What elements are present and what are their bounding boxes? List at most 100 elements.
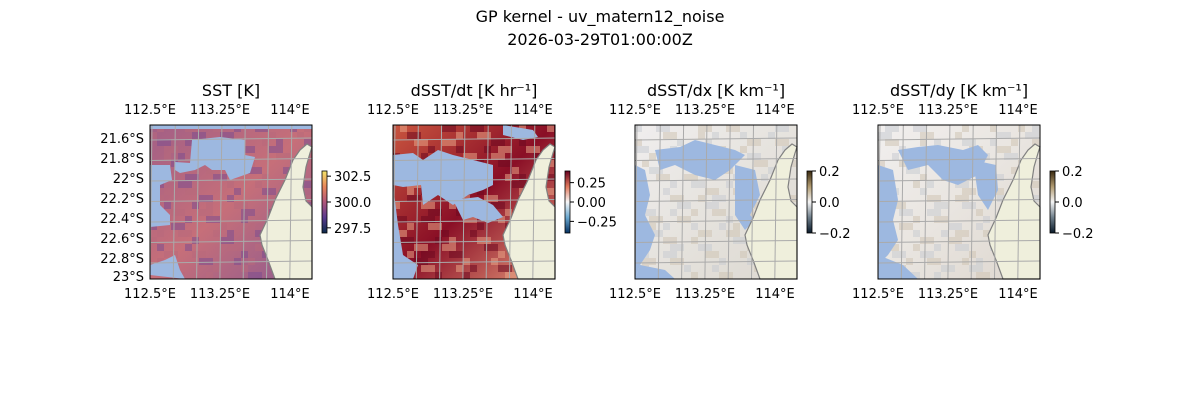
data-cell <box>1011 139 1018 146</box>
data-cell <box>740 146 747 153</box>
data-cell <box>726 216 733 223</box>
data-cell <box>997 174 1004 181</box>
data-cell <box>157 139 164 146</box>
data-cell <box>456 132 463 139</box>
data-cell <box>691 209 698 216</box>
x-tick-label-bottom: 112.5°E <box>124 287 176 302</box>
data-cell <box>421 216 428 223</box>
data-cell <box>955 244 962 251</box>
data-cell <box>962 244 969 251</box>
data-cell <box>955 132 962 139</box>
data-cell <box>649 258 656 265</box>
data-cell <box>442 139 449 146</box>
data-cell <box>178 181 185 188</box>
data-cell <box>712 202 719 209</box>
data-cell <box>969 251 976 258</box>
data-cell <box>227 132 234 139</box>
data-cell <box>449 251 456 258</box>
data-cell <box>255 244 262 251</box>
x-tick-label-bottom: 114°E <box>513 287 553 302</box>
data-cell <box>157 195 164 202</box>
data-cell <box>477 188 484 195</box>
data-cell <box>491 139 498 146</box>
data-cell <box>185 188 192 195</box>
data-cell <box>206 258 213 265</box>
parallel-gridline <box>877 240 1041 243</box>
data-cell <box>442 125 449 132</box>
data-cell <box>407 251 414 258</box>
meridian-gridline <box>242 124 246 280</box>
data-cell <box>463 272 470 279</box>
x-tick-label-bottom: 114°E <box>998 287 1038 302</box>
data-cell <box>206 216 213 223</box>
data-cell <box>234 188 241 195</box>
data-cell <box>185 181 192 188</box>
data-cell <box>920 174 927 181</box>
data-cell <box>449 125 456 132</box>
data-cell <box>719 195 726 202</box>
data-cell <box>199 258 206 265</box>
y-tick-label: 23°S <box>113 270 144 285</box>
data-cell <box>670 251 677 258</box>
data-cell <box>421 202 428 209</box>
data-cell <box>519 139 526 146</box>
parallel-gridline <box>149 219 313 223</box>
data-cell <box>498 146 505 153</box>
figure-title: GP kernel - uv_matern12_noise <box>476 7 725 27</box>
x-tick-label-top: 112.5°E <box>609 103 661 118</box>
data-cell <box>962 125 969 132</box>
data-cell <box>213 230 220 237</box>
data-cell <box>663 223 670 230</box>
meridian-gridline <box>924 124 928 280</box>
data-cell <box>192 202 199 209</box>
data-cell <box>164 188 171 195</box>
data-cell <box>227 230 234 237</box>
data-cell <box>934 258 941 265</box>
parallel-gridline <box>877 219 1041 223</box>
colorbar-tick-label: 0.25 <box>577 177 606 192</box>
data-cell <box>421 139 428 146</box>
data-cell <box>684 216 691 223</box>
data-cell <box>164 139 171 146</box>
data-cell <box>276 153 283 160</box>
data-cell <box>484 237 491 244</box>
y-tick-label: 21.8°S <box>100 152 144 167</box>
data-cell <box>934 195 941 202</box>
data-cell <box>733 223 740 230</box>
meridian-gridline <box>900 124 904 280</box>
masked-region <box>150 125 312 129</box>
data-cell <box>421 258 428 265</box>
data-cell <box>171 251 178 258</box>
data-cell <box>283 153 290 160</box>
data-cell <box>213 265 220 272</box>
data-cell <box>934 202 941 209</box>
x-tick-label-top: 112.5°E <box>852 103 904 118</box>
data-cell <box>733 237 740 244</box>
data-cell <box>913 125 920 132</box>
land-mass <box>259 143 313 280</box>
data-cell <box>698 181 705 188</box>
parallel-gridline <box>634 240 798 243</box>
data-cell <box>906 209 913 216</box>
data-cell <box>498 153 505 160</box>
data-cell <box>456 265 463 272</box>
x-tick-label-bottom: 113.25°E <box>433 287 493 302</box>
data-cell <box>477 223 484 230</box>
data-cell <box>185 139 192 146</box>
data-cell <box>498 160 505 167</box>
data-cell <box>178 230 185 237</box>
x-tick-label-bottom: 113.25°E <box>918 287 978 302</box>
data-cell <box>649 216 656 223</box>
data-cell <box>670 258 677 265</box>
data-cell <box>547 188 554 195</box>
data-cell <box>635 146 642 153</box>
data-cell <box>698 195 705 202</box>
data-cell <box>533 153 540 160</box>
parallel-gridline <box>392 158 556 161</box>
data-cell <box>206 195 213 202</box>
data-cell <box>726 272 733 279</box>
data-cell <box>997 132 1004 139</box>
data-cell <box>185 174 192 181</box>
data-cell <box>684 265 691 272</box>
